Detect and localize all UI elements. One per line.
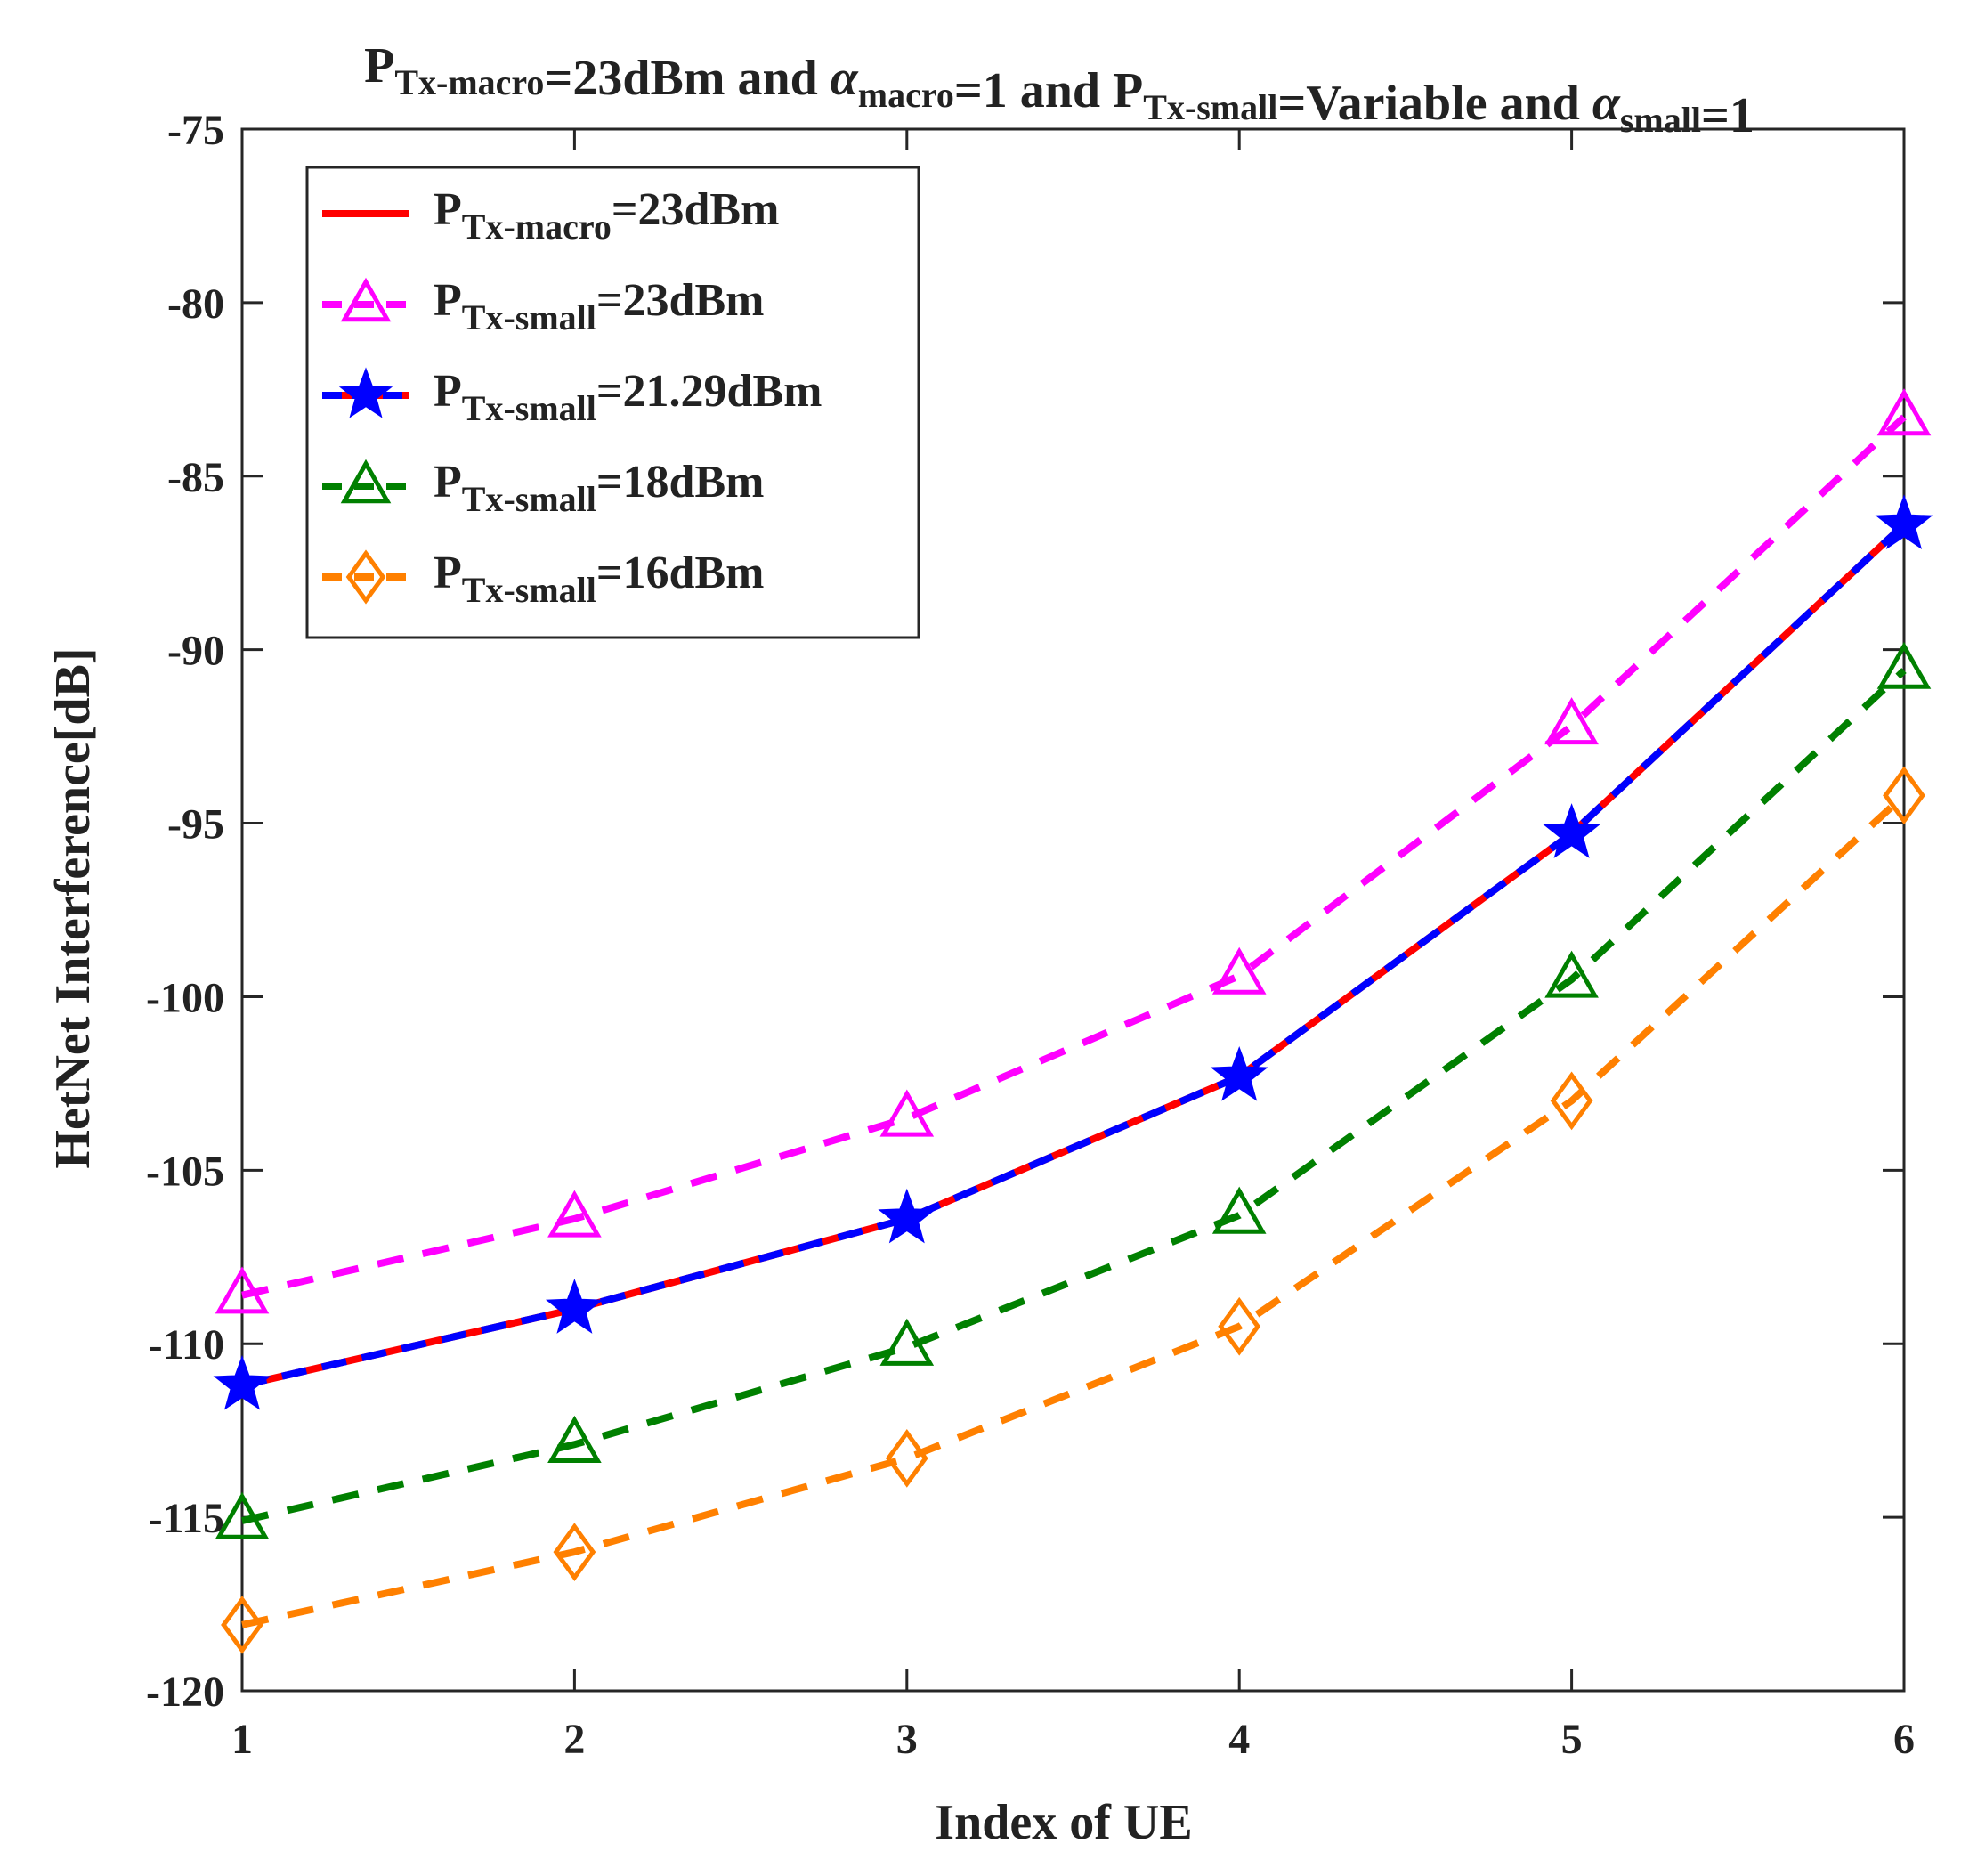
data-point — [1544, 950, 1599, 998]
legend-label: PTx-macro=23dBm — [434, 184, 779, 247]
legend-entry: PTx-small=21.29dBm — [322, 366, 822, 428]
data-point — [1218, 1296, 1261, 1356]
y-tick-label: -90 — [167, 628, 224, 675]
data-point — [545, 1279, 604, 1334]
series-4 — [221, 766, 1925, 1654]
legend-label: PTx-small=21.29dBm — [434, 366, 822, 428]
legend-entry: PTx-macro=23dBm — [322, 184, 779, 247]
y-axis-label: HetNet Interference[dB] — [45, 647, 101, 1168]
y-tick-label: -115 — [149, 1495, 224, 1542]
legend-marker — [345, 549, 386, 605]
x-tick-label: 5 — [1561, 1716, 1583, 1763]
x-tick-label: 6 — [1893, 1716, 1915, 1763]
y-tick-label: -85 — [167, 454, 224, 501]
data-point — [879, 1089, 935, 1137]
series-line — [241, 414, 1907, 1299]
x-tick-label: 1 — [231, 1716, 253, 1763]
plot-area — [240, 127, 1906, 1693]
legend-label: PTx-small=18dBm — [434, 457, 764, 519]
series-line — [241, 522, 1907, 1389]
legend-label: PTx-small=23dBm — [434, 275, 764, 337]
legend-entry: PTx-small=16dBm — [322, 548, 764, 610]
legend-label: PTx-small=16dBm — [434, 548, 764, 610]
chart-title: PTx-macro=23dBm and αmacro=1 and PTx-sma… — [364, 38, 1754, 143]
data-point — [1543, 803, 1601, 858]
series-1 — [215, 388, 1932, 1314]
y-tick-label: -120 — [146, 1669, 224, 1716]
data-point — [547, 1190, 602, 1238]
series-3 — [215, 641, 1932, 1539]
series-line — [241, 792, 1907, 1628]
data-point — [547, 1415, 602, 1463]
y-tick-label: -80 — [167, 280, 224, 328]
legend-entry: PTx-small=23dBm — [322, 275, 764, 337]
data-point — [1883, 766, 1925, 825]
x-tick-label: 4 — [1228, 1716, 1250, 1763]
data-point — [215, 1491, 270, 1539]
x-tick-label: 2 — [563, 1716, 585, 1763]
legend-marker — [362, 210, 369, 217]
data-point — [1550, 1071, 1593, 1131]
y-tick-label: -75 — [167, 107, 224, 154]
data-point — [213, 1354, 271, 1410]
data-point — [878, 1188, 936, 1244]
series-line — [241, 668, 1907, 1524]
y-tick-label: -105 — [146, 1148, 224, 1195]
data-point — [879, 1318, 935, 1366]
data-point — [1211, 1186, 1267, 1234]
data-point — [885, 1428, 928, 1488]
data-point — [1875, 494, 1933, 549]
x-axis-label: Index of UE — [935, 1795, 1192, 1850]
legend — [305, 166, 920, 639]
data-point — [215, 1266, 270, 1314]
legend-marker — [340, 277, 392, 322]
series-2 — [213, 494, 1933, 1410]
legend-entry: PTx-small=18dBm — [322, 457, 764, 519]
data-point — [221, 1596, 263, 1654]
data-point — [1544, 697, 1599, 745]
legend-marker — [340, 459, 392, 504]
y-tick-label: -95 — [167, 801, 224, 849]
legend-marker — [338, 367, 393, 418]
y-tick-label: -100 — [146, 974, 224, 1021]
data-point — [553, 1523, 596, 1581]
y-tick-label: -110 — [149, 1321, 224, 1368]
data-point — [1876, 641, 1932, 689]
data-point — [1211, 946, 1267, 995]
x-tick-label: 3 — [896, 1716, 918, 1763]
data-point — [1876, 388, 1932, 436]
data-point — [1210, 1045, 1268, 1101]
